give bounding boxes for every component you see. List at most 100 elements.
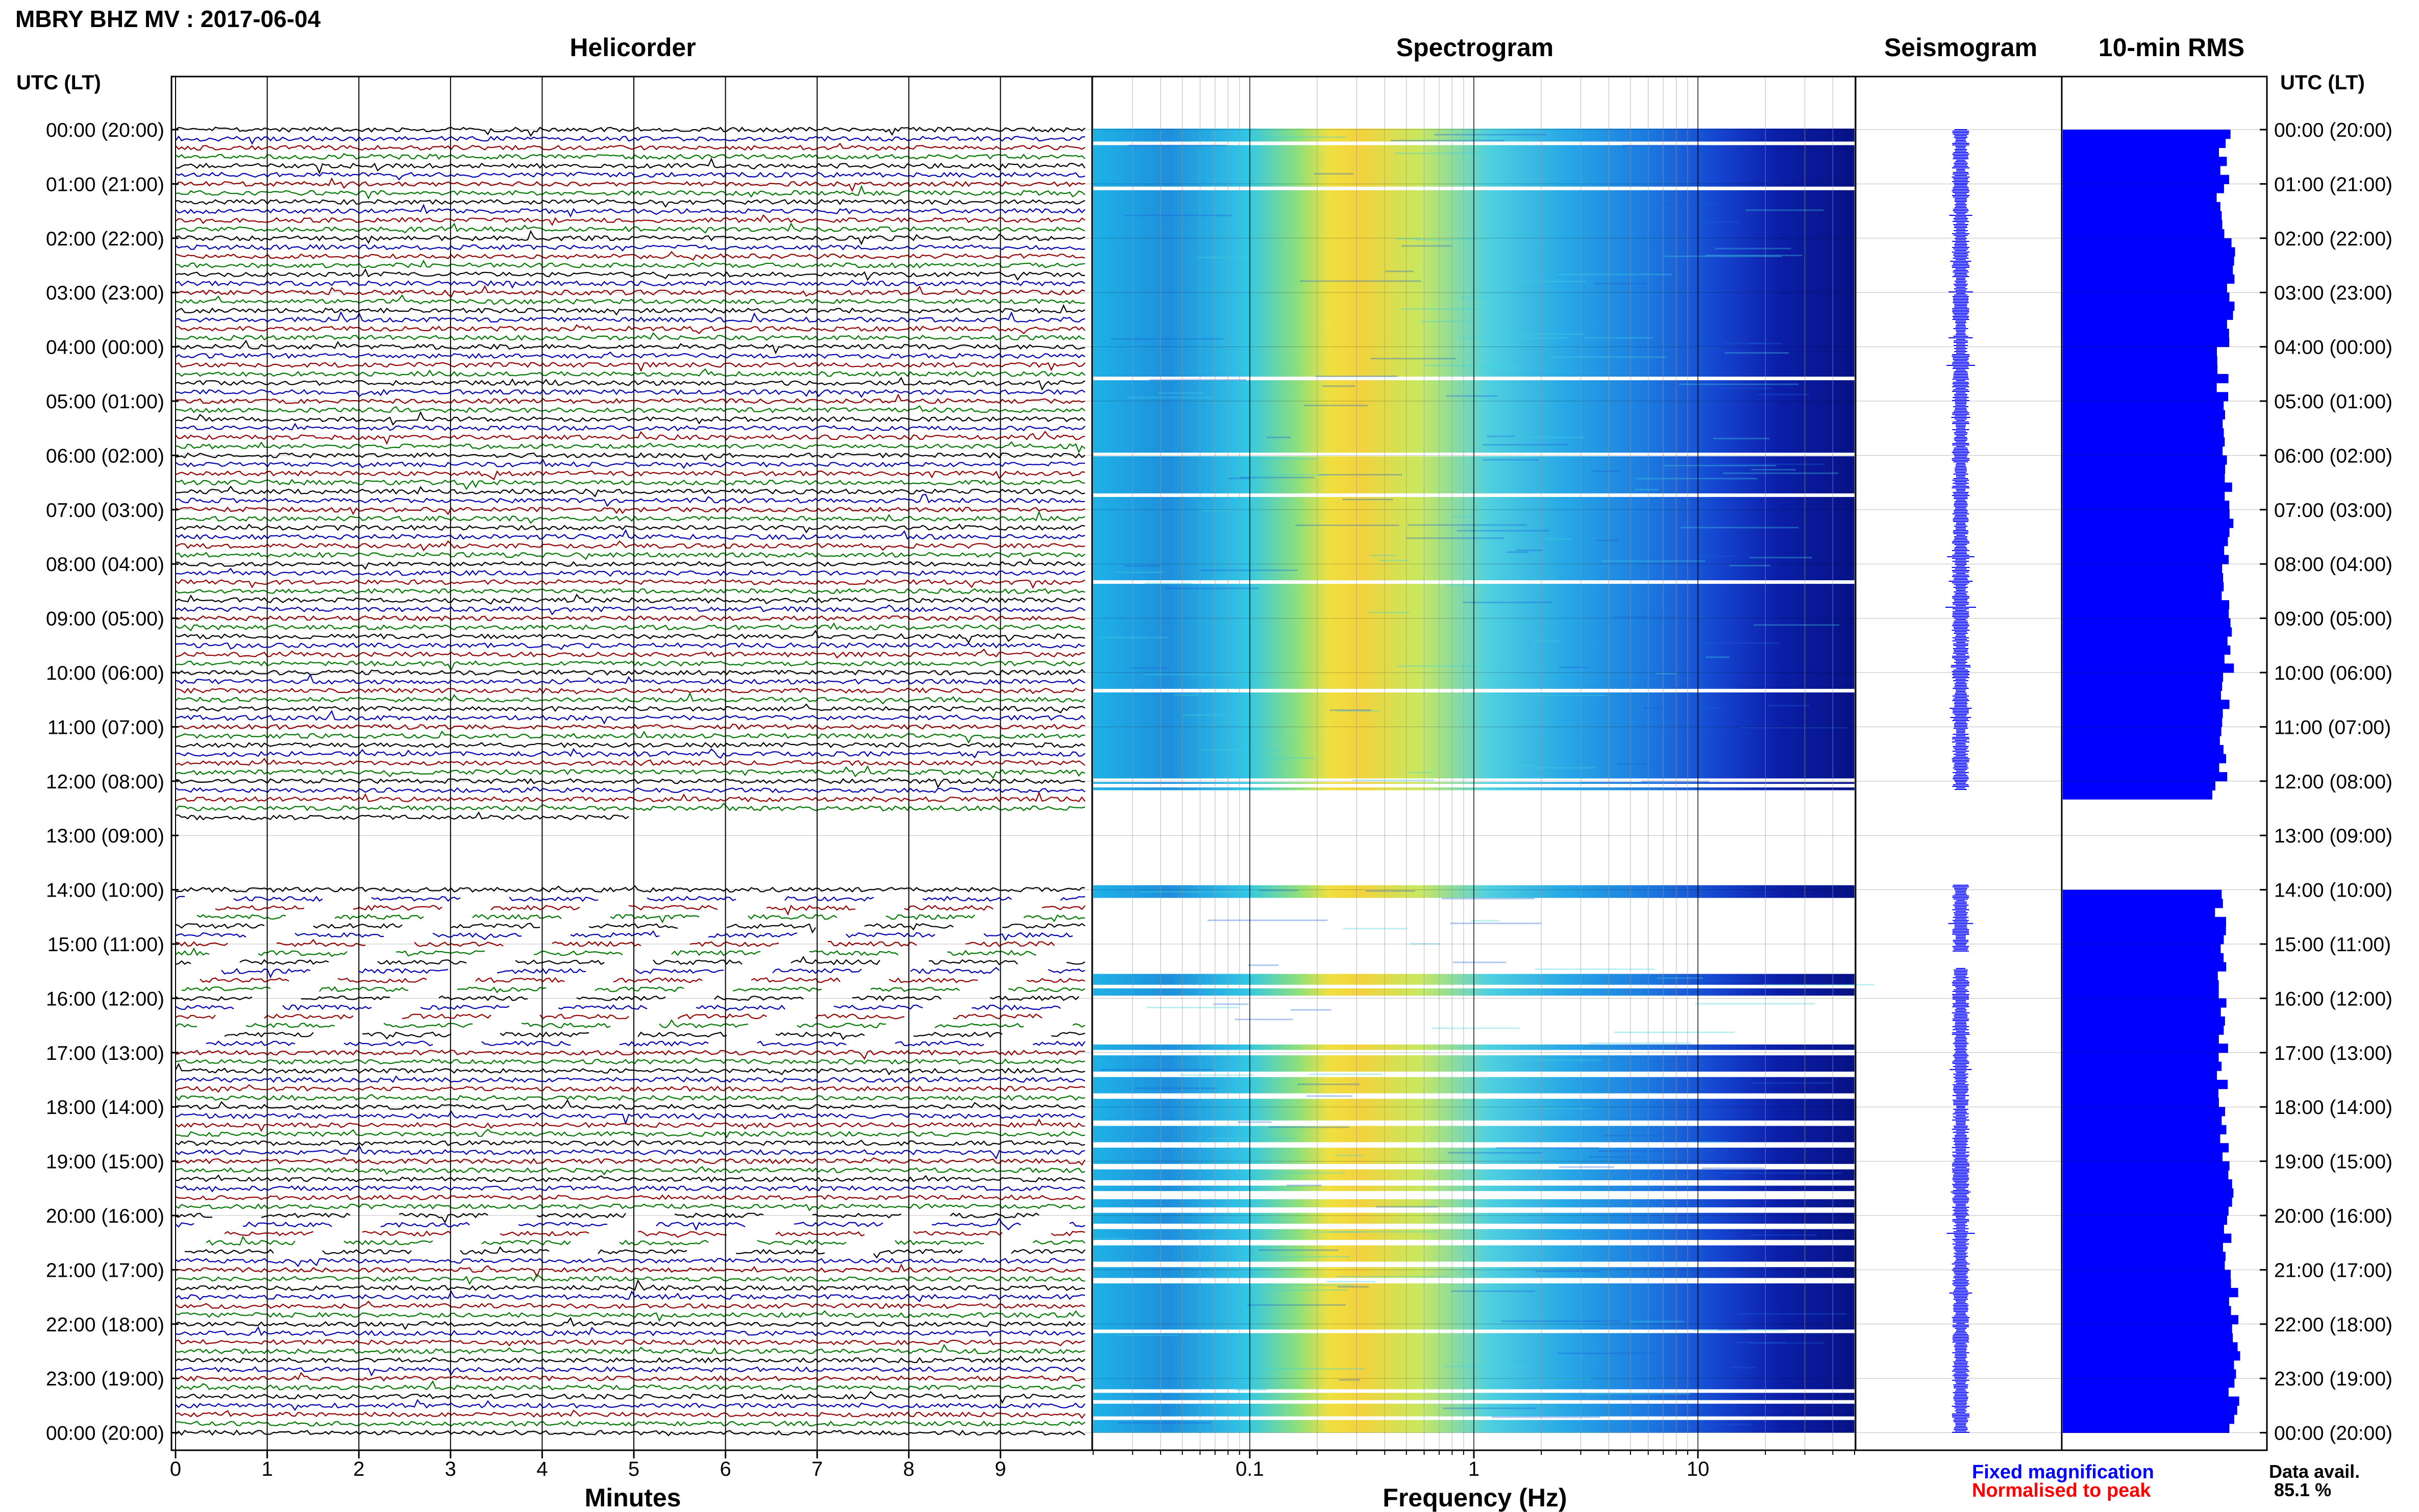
rms-bar [2063,419,2223,429]
y-tick-label-right: 21:00 (17:00) [2274,1259,2392,1281]
rms-bar [2063,1224,2224,1234]
helicorder-trace [175,405,1085,413]
helicorder-x-tick-label: 3 [445,1458,456,1480]
helicorder-trace [175,441,1085,454]
spectrogram-texture [1601,560,1706,562]
helicorder-trace [184,1246,1085,1259]
spectrogram-texture [1753,624,1840,626]
spectrogram-texture [1758,393,1810,395]
spectrogram-texture [1532,640,1560,642]
helicorder-trace [175,1062,1085,1076]
spectrogram-texture [1559,666,1589,668]
spectrogram-texture [1181,714,1226,716]
spectrogram-texture [1369,611,1410,613]
spectrogram-texture [1558,1352,1656,1354]
y-tick-label-right: 12:00 (08:00) [2274,771,2392,793]
helicorder-trace [175,687,1085,695]
spectrogram-texture [1207,919,1328,921]
helicorder-trace [175,802,1085,812]
y-tick-label-left: 00:00 (20:00) [46,119,164,141]
helicorder-trace [175,1156,1085,1166]
spectrogram-texture [1595,539,1619,541]
y-tick-label-right: 20:00 (16:00) [2274,1205,2392,1227]
y-tick-label-right: 11:00 (07:00) [2274,716,2391,738]
rms-bar [2063,401,2224,411]
rms-bar [2063,482,2232,492]
helicorder-trace [175,730,1085,744]
helicorder-trace [175,1004,1061,1011]
helicorder-trace [175,268,1085,281]
rms-bar [2063,1415,2235,1424]
spectrogram-texture [1330,1231,1438,1233]
spectrogram-texture [1300,280,1421,282]
helicorder-trace [200,977,1085,983]
y-tick-label-right: 22:00 (18:00) [2274,1314,2392,1336]
rms-bar [2063,790,2212,800]
rms-bar [2063,980,2219,990]
spectrogram-texture [1497,333,1585,335]
rms-bar [2063,1251,2226,1261]
rms-bar [2063,1270,2231,1279]
rms-bar [2063,1061,2222,1071]
rms-bar [2063,229,2225,239]
spectrogram-texture [1671,347,1721,349]
spectrogram-texture [1763,984,1874,986]
helicorder-trace [175,171,1085,181]
spectrogram-texture [1166,587,1259,589]
spectrogram-texture [1145,582,1193,584]
rms-bar [2063,1287,2238,1298]
rms-bar [2063,673,2224,682]
spectrogram-texture [1496,764,1537,766]
y-tick-label-right: 10:00 (06:00) [2274,662,2392,684]
y-tick-label-left: 20:00 (16:00) [46,1205,164,1227]
helicorder-trace [175,244,1085,252]
spectrogram-x-tick-label: 0.1 [1236,1458,1264,1480]
helicorder-trace [175,157,1085,175]
helicorder-trace [175,452,1085,461]
spectrogram-texture [1671,221,1739,224]
rms-bar [2063,953,2224,962]
spectrogram-texture [1099,636,1170,638]
helicorder-trace [175,1118,1085,1132]
spectrogram-texture [1681,527,1799,529]
helicorder-trace [176,811,629,821]
y-tick-label-left: 23:00 (19:00) [46,1368,164,1390]
y-tick-label-right: 05:00 (01:00) [2274,391,2392,413]
rms-bar [2063,618,2231,628]
helicorder-trace [175,1194,1085,1201]
spectrogram-texture [1511,1107,1592,1109]
spectrogram-texture [1303,405,1368,407]
rms-bar [2063,247,2235,257]
spectrogram-texture [1199,569,1297,572]
rms-bar [2063,1369,2236,1379]
rms-bar [2063,1315,2239,1325]
helicorder-x-tick-label: 7 [811,1458,823,1480]
rms-bar [2063,582,2224,591]
helicorder-x-tick-label: 6 [720,1458,731,1480]
spectrogram-texture [1297,1083,1360,1085]
spectrogram-texture [1453,961,1507,963]
rms-bar [2063,1260,2225,1270]
helicorder-trace [175,579,1085,589]
spectrogram-texture [1336,1276,1450,1278]
rms-bar [2063,745,2224,755]
spectrogram-texture [1614,615,1705,617]
seismogram-trace [1948,884,1973,952]
spectrogram-texture [1339,1379,1361,1381]
spectrogram-texture [1458,337,1570,339]
spectrogram-x-tick-label: 1 [1468,1458,1479,1480]
spectrogram-texture [1309,1073,1383,1075]
helicorder-x-tick-label: 4 [536,1458,548,1480]
spectrogram-texture [1691,1141,1728,1143]
spectrogram-texture [1365,890,1416,892]
spectrogram-texture [1314,173,1354,175]
helicorder-trace [175,1409,1085,1419]
helicorder-trace [175,1019,1085,1029]
rms-bar [2063,989,2219,999]
helicorder-trace [175,615,1085,622]
spectrogram-texture [1095,1237,1129,1240]
helicorder-trace [175,588,1085,594]
spectrogram-texture [1614,1031,1735,1033]
y-tick-label-left: 07:00 (03:00) [46,500,164,522]
spectrogram-texture [1496,1147,1599,1149]
